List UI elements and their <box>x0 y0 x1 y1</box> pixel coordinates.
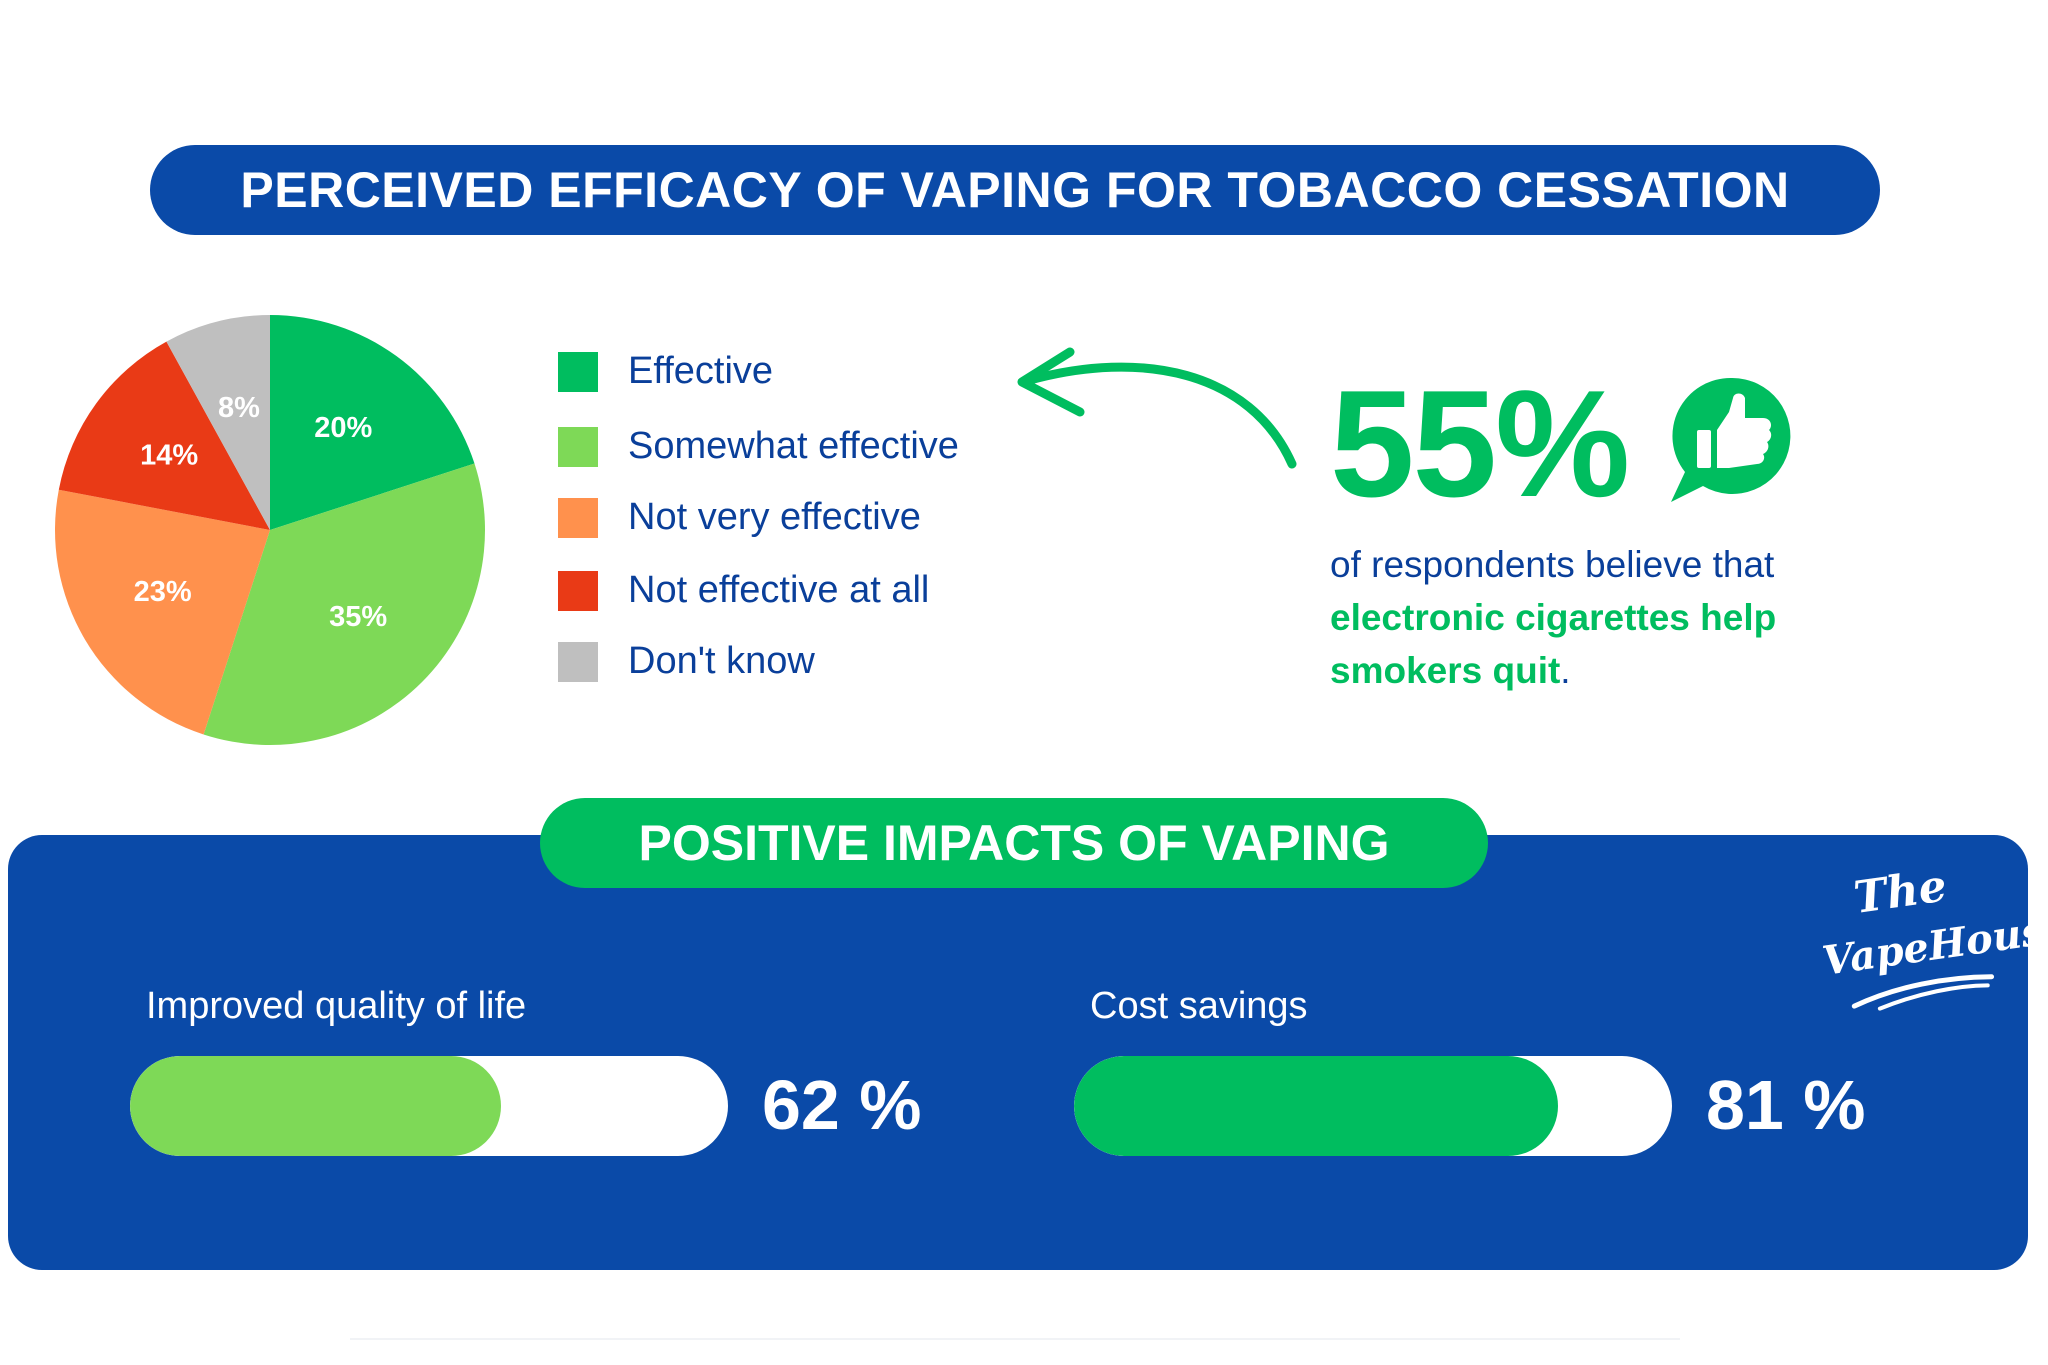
vapehouse-logo: The VapeHouse <box>1811 852 2048 1017</box>
pie-slice-label: 14% <box>140 439 198 471</box>
pie-slice <box>166 315 270 530</box>
legend-label: Not effective at all <box>628 569 930 611</box>
logo-swoosh-icon <box>1851 974 1995 1011</box>
legend-item-not-very-effective: Not very effective <box>558 496 921 539</box>
pie-slice-label: 23% <box>134 576 192 608</box>
statement-suffix: . <box>1560 650 1571 691</box>
legend-label: Not very effective <box>628 496 921 538</box>
legend-item-not-effective-at-all: Not effective at all <box>558 569 929 612</box>
impacts-panel <box>8 835 2028 1270</box>
legend-label: Effective <box>628 350 774 392</box>
impact-bar-fill <box>1074 1056 1559 1156</box>
legend-swatch <box>558 570 598 611</box>
impact-label-quality-of-life: Improved quality of life <box>146 985 527 1027</box>
pie-slice <box>270 315 475 530</box>
pie-slice <box>203 463 485 745</box>
legend-swatch <box>558 351 598 392</box>
impact-bar-fill <box>130 1056 501 1156</box>
impact-bar-track <box>130 1056 728 1156</box>
impact-value: 81 % <box>1706 1066 1866 1144</box>
statement-prefix: of respondents believe that <box>1330 544 1775 585</box>
efficacy-pie-chart: 20% 35% 23% 14% 8% <box>54 315 485 745</box>
legend-swatch <box>558 641 598 682</box>
impact-label-cost-savings: Cost savings <box>1090 985 1308 1027</box>
infographic-title: PERCEIVED EFFICACY OF VAPING FOR TOBACCO… <box>150 145 1880 235</box>
pie-slice <box>58 341 270 530</box>
pie-slice-label: 20% <box>314 412 372 444</box>
bottom-divider <box>350 1338 1680 1340</box>
legend-item-dont-know: Don't know <box>558 640 815 683</box>
legend-swatch <box>558 497 598 538</box>
pie-slice-label: 35% <box>329 601 387 633</box>
legend-item-effective: Effective <box>558 350 773 393</box>
highlight-statement: of respondents believe that electronic c… <box>1330 538 1930 697</box>
highlight-percent: 55% <box>1330 359 1630 529</box>
legend-swatch <box>558 426 598 467</box>
pie-slice-label: 8% <box>218 392 260 424</box>
pie-slice <box>54 489 270 735</box>
legend-label: Don't know <box>628 640 815 682</box>
legend-item-somewhat-effective: Somewhat effective <box>558 425 959 468</box>
impact-value: 62 % <box>762 1066 922 1144</box>
statement-emphasis: electronic cigarettes help smokers quit <box>1330 597 1777 691</box>
thumbs-up-chat-icon <box>1671 377 1791 502</box>
impact-bar-track <box>1074 1056 1672 1156</box>
legend-label: Somewhat effective <box>628 425 959 467</box>
curved-arrow-icon <box>1017 347 1297 469</box>
impacts-title: POSITIVE IMPACTS OF VAPING <box>540 798 1488 888</box>
